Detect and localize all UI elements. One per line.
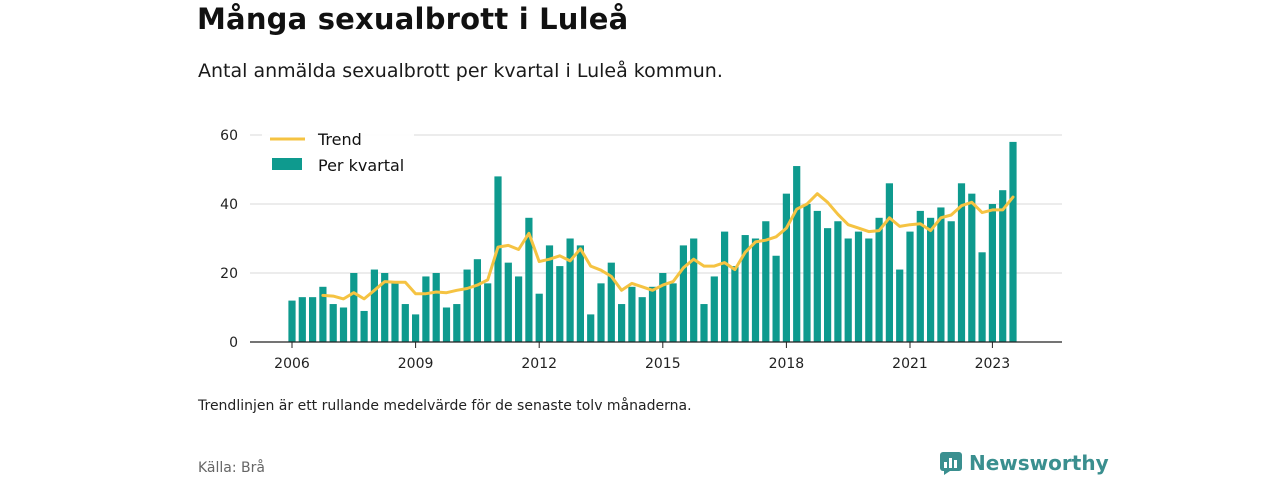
y-tick-label: 20 [220,266,238,282]
bar [618,304,626,342]
bar [638,297,646,342]
bar [607,262,615,342]
bar [885,183,893,342]
bar [628,286,636,342]
bar [824,228,832,342]
bar [762,221,770,342]
bar [854,231,863,342]
bar [412,314,420,342]
bar [566,238,574,342]
bar [875,217,883,342]
bar [309,297,317,342]
bar [793,166,801,342]
bar [360,310,368,342]
bar [576,245,584,342]
bar [937,207,945,342]
bar [556,266,564,342]
bar [710,276,718,342]
bar [865,238,873,342]
newsworthy-icon [940,452,962,475]
bar [669,283,677,342]
bar [494,176,502,342]
bar [545,245,554,342]
bar [957,183,966,342]
bar [700,304,708,342]
bar [731,266,739,342]
x-tick-label: 2023 [975,356,1011,372]
newsworthy-logo: Newsworthy [939,451,1109,475]
x-tick-label: 2015 [645,356,681,372]
bar [422,276,430,342]
bar [339,307,348,342]
bar [597,283,605,342]
bar [442,307,451,342]
y-tick-label: 60 [220,128,238,144]
bar [916,210,924,342]
x-tick-label: 2012 [521,356,557,372]
bar [896,269,904,342]
bar [690,238,698,342]
bar [927,217,935,342]
bar [968,193,976,342]
x-tick-label: 2006 [274,356,310,372]
x-tick-label: 2018 [769,356,805,372]
bar [401,304,409,342]
brand-name: Newsworthy [969,451,1109,475]
bar [988,204,996,342]
trend-line [321,192,1015,301]
chart-subtitle: Antal anmälda sexualbrott per kvartal i … [198,60,723,82]
bar [463,269,471,342]
bar [350,273,358,342]
bar [319,286,327,342]
bar [432,273,440,342]
legend-label-per-kvartal: Per kvartal [318,156,404,175]
bar [751,238,760,342]
bar [298,297,306,342]
bar [381,273,389,342]
legend-label-trend: Trend [317,130,362,149]
bar [648,286,657,342]
bar [906,231,914,342]
bar [844,238,852,342]
bar [535,293,543,342]
x-tick-label: 2021 [892,356,928,372]
bar [834,221,842,342]
bar [288,300,296,342]
bar [721,231,729,342]
chart-note: Trendlinjen är ett rullande medelvärde f… [198,398,692,414]
bar [947,221,955,342]
y-tick-label: 0 [229,335,238,351]
bar [978,252,986,342]
bar-line-chart: 0 20 40 60 2006 2009 2012 2015 2018 2021 2023 Trend… [220,128,1062,372]
bar [484,283,492,342]
bar [679,245,687,342]
bar [782,193,790,342]
bar [504,262,512,342]
y-tick-label: 40 [220,197,238,213]
bar [329,304,337,342]
chart-title: Många sexualbrott i Luleå [197,2,629,36]
bar [370,269,378,342]
bar [813,210,821,342]
bar [741,235,749,342]
x-tick-label: 2009 [398,356,434,372]
bar [391,283,399,342]
bar [473,259,481,342]
bar [1009,141,1017,342]
bar [587,314,595,342]
bar [659,273,667,342]
bar [453,304,461,342]
bar [515,276,523,342]
legend-bar-swatch [272,158,302,170]
bar [772,255,780,342]
bar [999,190,1007,342]
bar [525,217,533,342]
source-label: Källa: Brå [198,460,265,476]
bar [803,204,811,342]
